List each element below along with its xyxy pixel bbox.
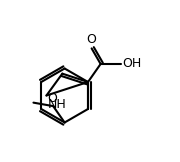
Text: O: O bbox=[47, 92, 57, 105]
Text: OH: OH bbox=[123, 58, 142, 70]
Text: NH: NH bbox=[48, 98, 66, 111]
Text: O: O bbox=[87, 33, 96, 46]
